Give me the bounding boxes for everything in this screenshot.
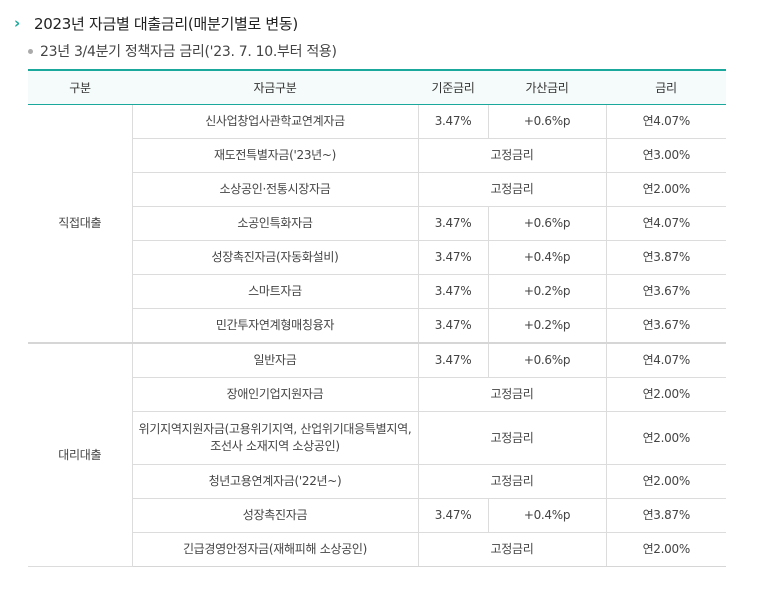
add-rate-cell: +0.2%p	[487, 308, 607, 344]
table-row: 재도전특별자금('23년~) 고정금리 연3.00%	[28, 138, 726, 173]
fixed-rate-cell: 고정금리	[417, 138, 607, 173]
table-row: 위기지역지원자금(고용위기지역, 산업위기대응특별지역, 조선사 소재지역 소상…	[28, 411, 726, 465]
fixed-rate-cell: 고정금리	[417, 377, 607, 412]
fund-name-cell: 소상공인·전통시장자금	[131, 172, 419, 207]
table-row: 청년고용연계자금('22년~) 고정금리 연2.00%	[28, 464, 726, 499]
fund-name-cell: 성장촉진자금(자동화설비)	[131, 240, 419, 275]
fund-name-cell: 성장촉진자금	[131, 498, 419, 533]
base-rate-cell: 3.47%	[417, 498, 489, 533]
fund-name-cell: 민간투자연계형매칭융자	[131, 308, 419, 344]
base-rate-cell: 3.47%	[417, 104, 489, 139]
base-rate-cell: 3.47%	[417, 206, 489, 241]
fund-name-cell: 청년고용연계자금('22년~)	[131, 464, 419, 499]
table-row: 직접대출 신사업창업사관학교연계자금 3.47% +0.6%p 연4.07%	[28, 104, 726, 344]
add-rate-cell: +0.6%p	[487, 342, 607, 378]
rate-cell: 연2.00%	[605, 172, 726, 207]
group-label-cell: 직접대출	[28, 104, 133, 344]
fixed-rate-cell: 고정금리	[417, 172, 607, 207]
interest-rate-table: 구분 자금구분 기준금리 가산금리 금리 직접대출 신사업창업사관학교연계자금 3.…	[28, 69, 726, 567]
table-row: 대리대출 일반자금 3.47% +0.6%p 연4.07%	[28, 342, 726, 567]
add-rate-cell: +0.4%p	[487, 498, 607, 533]
base-rate-cell: 3.47%	[417, 342, 489, 378]
group-label-cell: 대리대출	[28, 342, 133, 567]
table-row: 소공인특화자금 3.47% +0.6%p 연4.07%	[28, 206, 726, 241]
add-rate-cell: +0.6%p	[487, 104, 607, 139]
section-title: › 2023년 자금별 대출금리(매분기별로 변동)	[14, 12, 298, 34]
fixed-rate-cell: 고정금리	[417, 532, 607, 567]
fund-name-cell: 일반자금	[131, 342, 419, 378]
rate-cell: 연2.00%	[605, 411, 726, 465]
column-header-fund: 자금구분	[132, 69, 418, 105]
column-header-rate: 금리	[606, 69, 726, 105]
add-rate-cell: +0.6%p	[487, 206, 607, 241]
section-subtitle: 23년 3/4분기 정책자금 금리('23. 7. 10.부터 적용)	[28, 41, 337, 61]
fixed-rate-cell: 고정금리	[417, 464, 607, 499]
table-row: 민간투자연계형매칭융자 3.47% +0.2%p 연3.67%	[28, 308, 726, 344]
rate-cell: 연4.07%	[605, 206, 726, 241]
fund-name-cell: 긴급경영안정자금(재해피해 소상공인)	[131, 532, 419, 567]
table-row: 장애인기업지원자금 고정금리 연2.00%	[28, 377, 726, 412]
base-rate-cell: 3.47%	[417, 274, 489, 309]
section-title-text: 2023년 자금별 대출금리(매분기별로 변동)	[34, 14, 298, 33]
table-row: 소상공인·전통시장자금 고정금리 연2.00%	[28, 172, 726, 207]
table-row: 성장촉진자금(자동화설비) 3.47% +0.4%p 연3.87%	[28, 240, 726, 275]
bullet-icon	[28, 48, 33, 54]
column-header-add-rate: 가산금리	[488, 69, 606, 105]
fund-name-cell: 재도전특별자금('23년~)	[131, 138, 419, 173]
add-rate-cell: +0.2%p	[487, 274, 607, 309]
rate-cell: 연3.67%	[605, 308, 726, 344]
fund-name-cell: 스마트자금	[131, 274, 419, 309]
rate-cell: 연2.00%	[605, 464, 726, 499]
rate-cell: 연3.87%	[605, 240, 726, 275]
column-header-base-rate: 기준금리	[418, 69, 488, 105]
table-row: 성장촉진자금 3.47% +0.4%p 연3.87%	[28, 498, 726, 533]
fund-name-cell: 신사업창업사관학교연계자금	[131, 104, 419, 139]
base-rate-cell: 3.47%	[417, 240, 489, 275]
fixed-rate-cell: 고정금리	[417, 411, 607, 465]
fund-name-cell: 위기지역지원자금(고용위기지역, 산업위기대응특별지역, 조선사 소재지역 소상…	[131, 411, 419, 465]
rate-cell: 연3.67%	[605, 274, 726, 309]
fund-name-cell: 장애인기업지원자금	[131, 377, 419, 412]
rate-cell: 연2.00%	[605, 377, 726, 412]
fund-name-cell: 소공인특화자금	[131, 206, 419, 241]
column-header-category: 구분	[28, 69, 132, 105]
table-body: 직접대출 신사업창업사관학교연계자금 3.47% +0.6%p 연4.07% 재도전특별자…	[28, 104, 726, 567]
section-subtitle-text: 23년 3/4분기 정책자금 금리('23. 7. 10.부터 적용)	[40, 44, 337, 60]
table-row: 긴급경영안정자금(재해피해 소상공인) 고정금리 연2.00%	[28, 532, 726, 567]
base-rate-cell: 3.47%	[417, 308, 489, 344]
rate-cell: 연3.87%	[605, 498, 726, 533]
rate-cell: 연2.00%	[605, 532, 726, 567]
rate-cell: 연4.07%	[605, 104, 726, 139]
table-header-row: 구분 자금구분 기준금리 가산금리 금리	[28, 69, 726, 105]
add-rate-cell: +0.4%p	[487, 240, 607, 275]
table-row: 스마트자금 3.47% +0.2%p 연3.67%	[28, 274, 726, 309]
rate-cell: 연4.07%	[605, 342, 726, 378]
chevron-right-icon: ›	[14, 13, 21, 32]
rate-cell: 연3.00%	[605, 138, 726, 173]
